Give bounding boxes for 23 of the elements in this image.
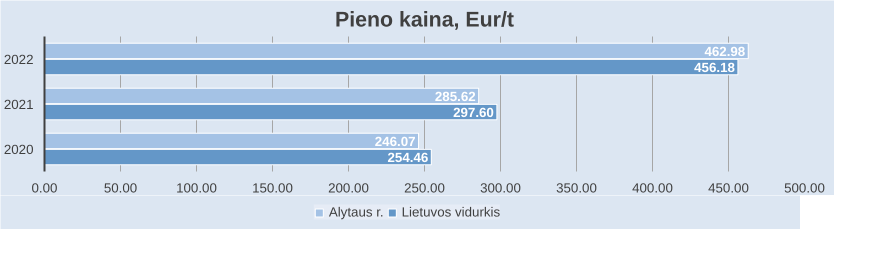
data-label: 246.07 — [374, 134, 416, 149]
x-tick-label: 300.00 — [480, 180, 521, 196]
data-label: 462.98 — [704, 44, 746, 59]
x-tick-label: 200.00 — [328, 180, 369, 196]
x-tick-label: 450.00 — [708, 180, 749, 196]
x-tick-label: 250.00 — [404, 180, 445, 196]
y-tick-label: 2020 — [4, 142, 34, 157]
x-tick-label: 500.00 — [784, 180, 825, 196]
data-label: 285.62 — [434, 88, 476, 104]
data-label: 456.18 — [694, 60, 735, 76]
x-tick-label: 0.00 — [32, 180, 58, 196]
x-tick-label: 100.00 — [176, 180, 217, 196]
chart-title: Pieno kaina, Eur/t — [335, 8, 514, 32]
x-tick-label: 350.00 — [556, 180, 597, 196]
x-tick-label: 50.00 — [104, 180, 138, 196]
y-tick-label: 2021 — [4, 97, 34, 112]
legend-label: Lietuvos vidurkis — [402, 204, 500, 220]
y-tick-label: 2022 — [4, 52, 34, 67]
data-label: 297.60 — [453, 105, 494, 120]
x-tick-label: 150.00 — [252, 180, 293, 196]
x-tick-label: 400.00 — [632, 180, 673, 196]
legend-label: Alytaus r. — [328, 204, 384, 220]
data-label: 254.46 — [388, 150, 428, 166]
